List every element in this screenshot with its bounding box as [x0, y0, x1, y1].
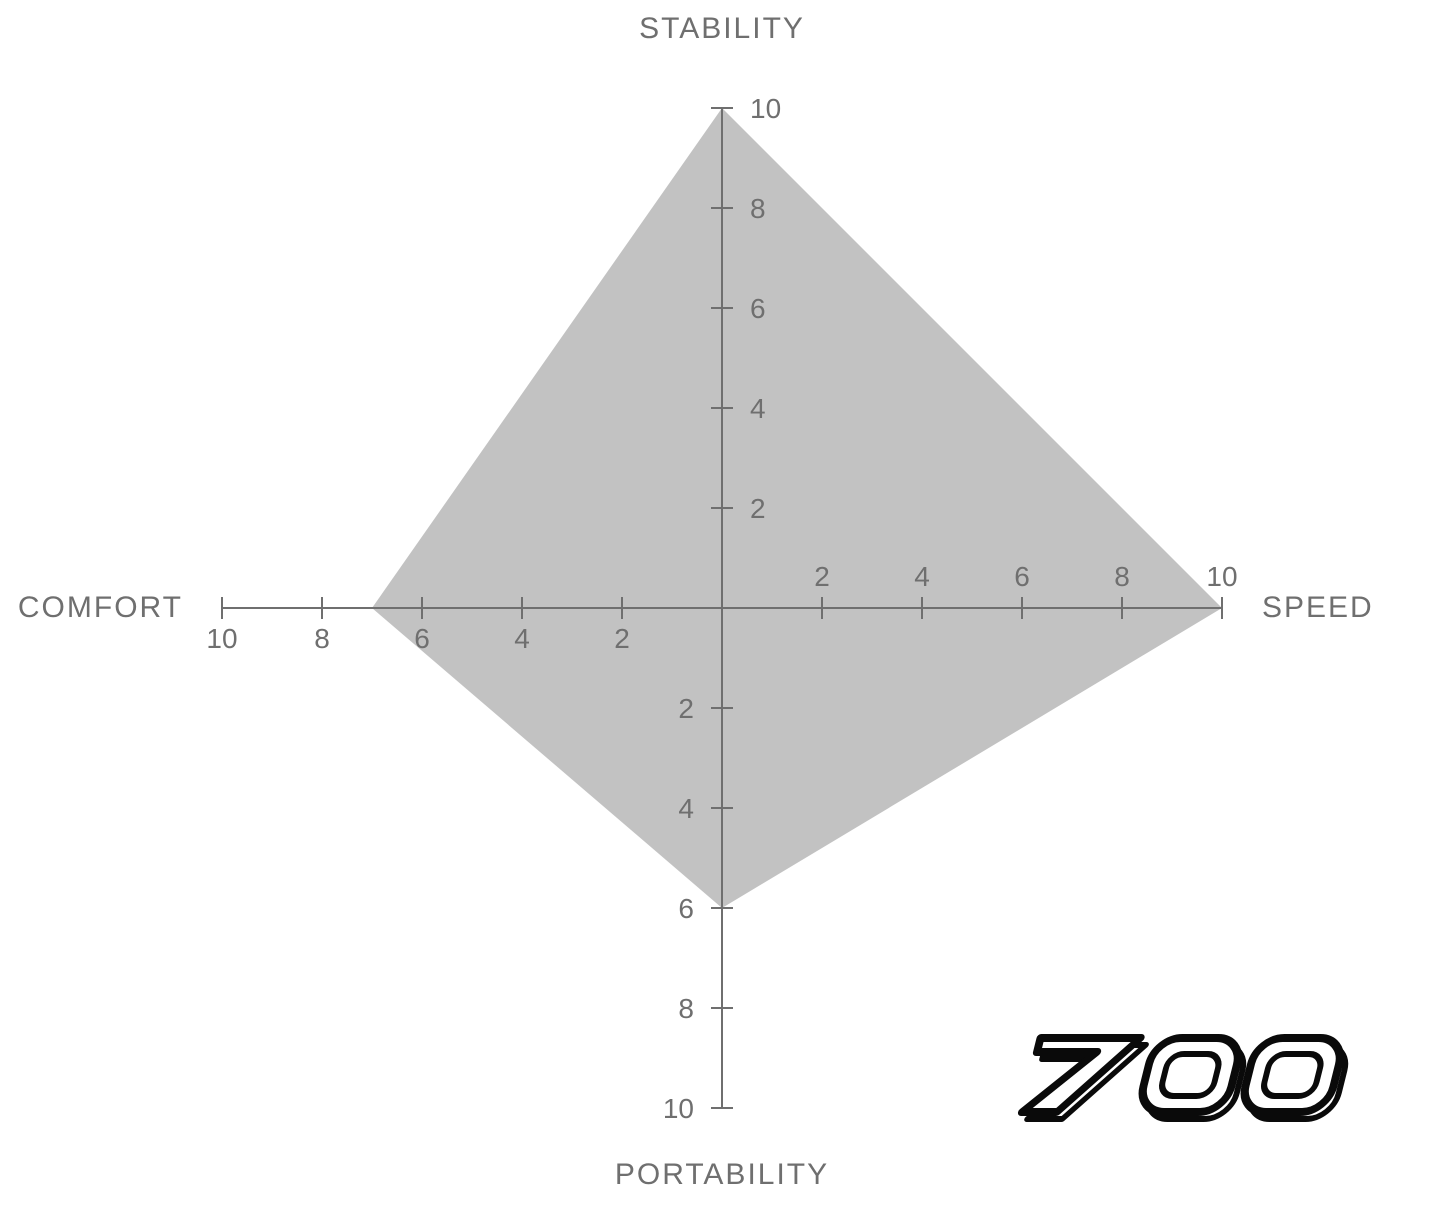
- tick-label-top: 10: [750, 93, 781, 124]
- chart-canvas: STABILITY SPEED PORTABILITY COMFORT 2 2 2 2…: [0, 0, 1445, 1216]
- tick-label-bottom: 8: [678, 993, 694, 1024]
- tick-label-right: 2: [814, 561, 830, 592]
- tick-label-bottom: 2: [678, 693, 694, 724]
- tick-label-bottom: 6: [678, 893, 694, 924]
- tick-label-left: 8: [314, 623, 330, 654]
- radar-area: [372, 108, 1222, 908]
- tick-label-right: 10: [1206, 561, 1237, 592]
- tick-label-left: 4: [514, 623, 530, 654]
- logo-700-svg: [1010, 1020, 1350, 1130]
- tick-label-right: 4: [914, 561, 930, 592]
- tick-label-left: 2: [614, 623, 630, 654]
- axis-label-left: COMFORT: [3, 591, 183, 625]
- axis-label-top: STABILITY: [639, 12, 805, 46]
- tick-label-left: 10: [206, 623, 237, 654]
- tick-label-top: 8: [750, 193, 766, 224]
- axis-label-right: SPEED: [1262, 591, 1374, 625]
- tick-label-top: 2: [750, 493, 766, 524]
- tick-label-left: 6: [414, 623, 430, 654]
- tick-label-right: 6: [1014, 561, 1030, 592]
- tick-label-top: 4: [750, 393, 766, 424]
- tick-label-bottom: 10: [663, 1093, 694, 1124]
- tick-label-top: 6: [750, 293, 766, 324]
- product-logo-700: [1010, 1020, 1350, 1130]
- tick-label-right: 8: [1114, 561, 1130, 592]
- tick-label-bottom: 4: [678, 793, 694, 824]
- axis-label-bottom: PORTABILITY: [615, 1158, 829, 1192]
